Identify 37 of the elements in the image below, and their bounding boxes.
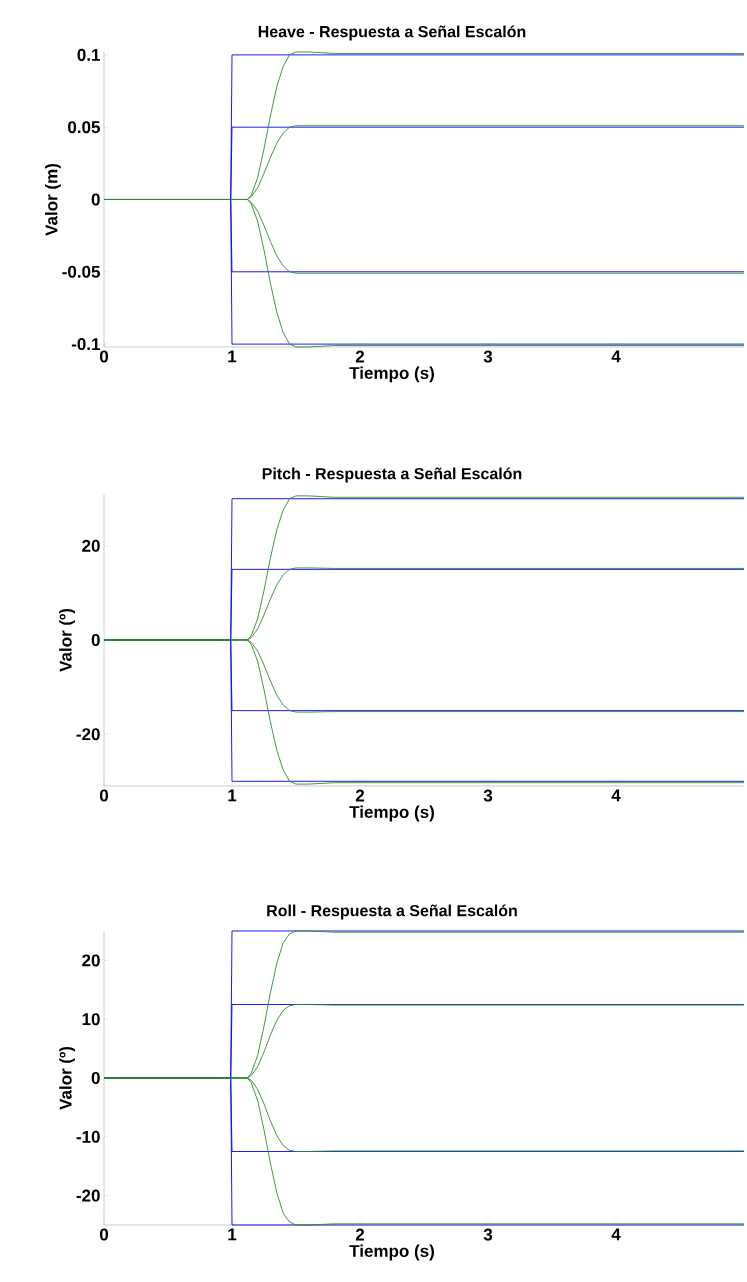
x-tick-label: 0 bbox=[99, 789, 109, 802]
x-tick-label: 0 bbox=[99, 1228, 109, 1241]
x-tick-label: 2 bbox=[355, 1228, 365, 1241]
y-tick-label: -10 bbox=[76, 1130, 100, 1143]
y-tick-label: 10 bbox=[82, 1013, 100, 1026]
y-tick-label: 0 bbox=[91, 1071, 100, 1085]
y-tick-label: -20 bbox=[76, 1189, 100, 1202]
chart-title: Roll - Respuesta a Señal Escalón bbox=[267, 904, 517, 920]
y-tick-label: -20 bbox=[76, 728, 100, 741]
x-axis-title: Tiempo (s) bbox=[349, 1244, 434, 1261]
x-tick-label: 4 bbox=[611, 789, 621, 802]
chart-title: Pitch - Respuesta a Señal Escalón bbox=[262, 467, 522, 483]
x-tick-label: 1 bbox=[228, 350, 237, 363]
x-tick-label: 1 bbox=[228, 789, 237, 802]
x-tick-label: 3 bbox=[483, 789, 493, 802]
x-axis-title: Tiempo (s) bbox=[349, 805, 434, 822]
y-tick-label: 0 bbox=[91, 633, 100, 647]
x-tick-label: 0 bbox=[99, 350, 109, 363]
y-tick-label: -0.05 bbox=[62, 265, 100, 278]
y-axis-title: Valor (º) bbox=[59, 608, 76, 672]
y-tick-label: -0.1 bbox=[71, 338, 100, 351]
x-tick-label: 2 bbox=[355, 350, 365, 363]
x-tick-label: 2 bbox=[355, 789, 365, 802]
y-tick-label: 20 bbox=[82, 954, 100, 967]
x-tick-label: 4 bbox=[611, 1228, 621, 1241]
x-tick-label: 3 bbox=[483, 1228, 493, 1241]
y-axis-title: Valor (º) bbox=[59, 1046, 76, 1110]
y-tick-label: 20 bbox=[82, 539, 100, 552]
x-tick-label: 3 bbox=[483, 350, 493, 363]
x-tick-label: 1 bbox=[228, 1228, 237, 1241]
y-axis-title: Valor (m) bbox=[45, 163, 61, 236]
y-tick-label: 0.1 bbox=[77, 48, 100, 61]
x-axis-title: Tiempo (s) bbox=[349, 366, 434, 383]
x-tick-label: 4 bbox=[611, 350, 621, 363]
chart-title: Heave - Respuesta a Señal Escalón bbox=[258, 25, 526, 41]
y-tick-label: 0 bbox=[91, 193, 100, 206]
y-tick-label: 0.05 bbox=[68, 121, 100, 134]
